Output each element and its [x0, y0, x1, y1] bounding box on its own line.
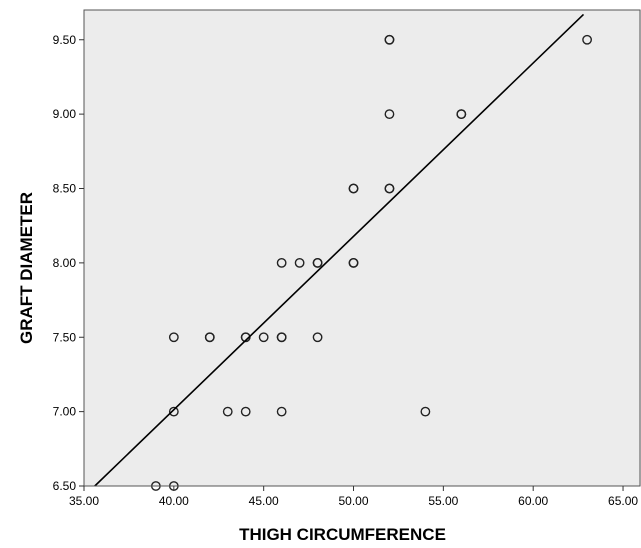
y-tick-label: 7.50 [53, 330, 77, 344]
x-tick-label: 55.00 [428, 494, 458, 508]
y-tick-label: 9.00 [53, 107, 77, 121]
data-point [276, 406, 287, 417]
data-point [168, 332, 179, 343]
data-point [204, 332, 215, 343]
x-tick-label: 35.00 [69, 494, 99, 508]
x-tick-label: 60.00 [518, 494, 548, 508]
x-tick-label: 45.00 [249, 494, 279, 508]
data-point [384, 34, 395, 45]
x-axis-title: THIGH CIRCUMFERENCE [239, 525, 446, 544]
data-point [582, 34, 592, 45]
data-point [348, 257, 359, 268]
y-tick-label: 8.00 [53, 256, 77, 270]
y-tick-label: 9.50 [53, 33, 77, 47]
y-tick-label: 8.50 [53, 182, 77, 196]
data-point [384, 109, 395, 120]
plot-frame [83, 9, 641, 487]
data-point [276, 257, 287, 268]
data-point [456, 109, 467, 120]
data-point [222, 406, 233, 417]
x-tick-label: 50.00 [339, 494, 369, 508]
data-point [384, 183, 395, 194]
x-tick-label: 65.00 [608, 494, 638, 508]
plot-area [84, 10, 641, 486]
data-point [240, 406, 251, 417]
data-point [258, 332, 269, 343]
data-point [312, 332, 323, 343]
data-point [348, 183, 359, 194]
y-axis: 6.50 7.00 7.50 8.00 8.50 9.00 9.50 [53, 33, 84, 493]
data-point [168, 406, 179, 417]
data-point [276, 332, 287, 343]
y-tick-label: 7.00 [53, 405, 77, 419]
data-point [420, 406, 431, 417]
data-point [312, 257, 323, 268]
fit-line [94, 13, 585, 487]
data-point [294, 257, 305, 268]
x-axis: 35.00 40.00 45.00 50.00 55.00 60.00 65.00 [69, 486, 638, 508]
x-tick-label: 40.00 [159, 494, 189, 508]
y-tick-label: 6.50 [53, 479, 77, 493]
y-axis-title: GRAFT DIAMETER [17, 192, 36, 344]
